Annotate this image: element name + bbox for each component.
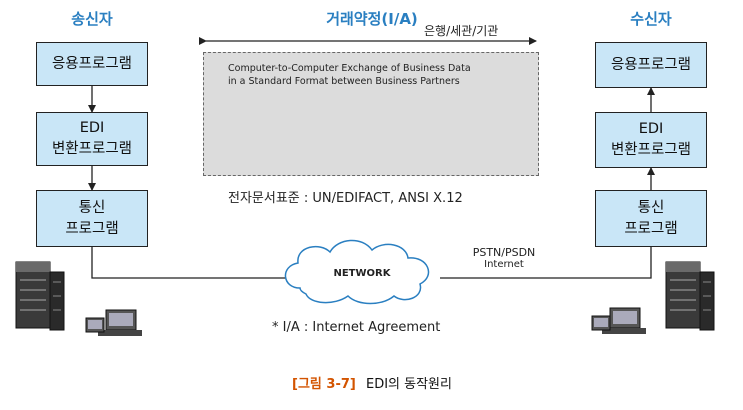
agreement-title: 거래약정(I/A) [326, 10, 418, 28]
agreement-description-2: in a Standard Format between Business Pa… [228, 76, 460, 87]
receiver-converter-label: 변환프로그램 [610, 142, 692, 158]
agreement-area: Computer-to-Computer Exchange of Busines… [203, 52, 539, 176]
receiver-comm-label-1: 통신 [637, 199, 665, 216]
agreement-parties: 은행/세관/기관 [424, 24, 499, 38]
sender-terminal-icon [85, 309, 142, 336]
document-standard: 전자문서표준 : UN/EDIFACT, ANSI X.12 [228, 191, 463, 206]
sender-network-line [91, 247, 293, 279]
sender-converter-label: 변환프로그램 [51, 141, 133, 157]
receiver-comm-label-2: 프로그램 [624, 220, 678, 237]
receiver-communication-box: 통신 프로그램 [595, 190, 707, 247]
sender-communication-box: 통신 프로그램 [36, 190, 148, 247]
network-receiver-line [440, 247, 652, 279]
network-label: NETWORK [333, 268, 391, 279]
network-type-1: PSTN/PSDN [472, 246, 536, 259]
agreement-description-1: Computer-to-Computer Exchange of Busines… [228, 63, 471, 74]
receiver-terminal-icon [591, 307, 646, 334]
network-cloud [284, 239, 430, 305]
figure-title: EDI의 동작원리 [365, 377, 452, 392]
receiver-application-label: 응용프로그램 [610, 56, 692, 73]
receiver-server-icon [665, 261, 715, 331]
receiver-edi-label: EDI [638, 121, 664, 137]
receiver-edi-converter-box: EDI 변환프로그램 [595, 112, 707, 168]
receiver-title: 수신자 [630, 10, 672, 28]
figure-caption: [그림 3-7] EDI의 동작원리 [250, 373, 494, 392]
network-type-2: Internet [484, 259, 524, 270]
sender-comm-label-2: 프로그램 [65, 220, 119, 237]
footnote: * I/A : Internet Agreement [272, 320, 441, 335]
sender-application-label: 응용프로그램 [51, 55, 133, 72]
sender-server-icon [15, 261, 65, 331]
sender-edi-label: EDI [79, 120, 105, 136]
receiver-application-box: 응용프로그램 [595, 42, 707, 88]
figure-number: [그림 3-7] [292, 377, 356, 392]
sender-application-box: 응용프로그램 [36, 42, 148, 86]
sender-comm-label-1: 통신 [78, 199, 106, 216]
sender-edi-converter-box: EDI 변환프로그램 [36, 112, 148, 166]
sender-title: 송신자 [71, 10, 113, 28]
